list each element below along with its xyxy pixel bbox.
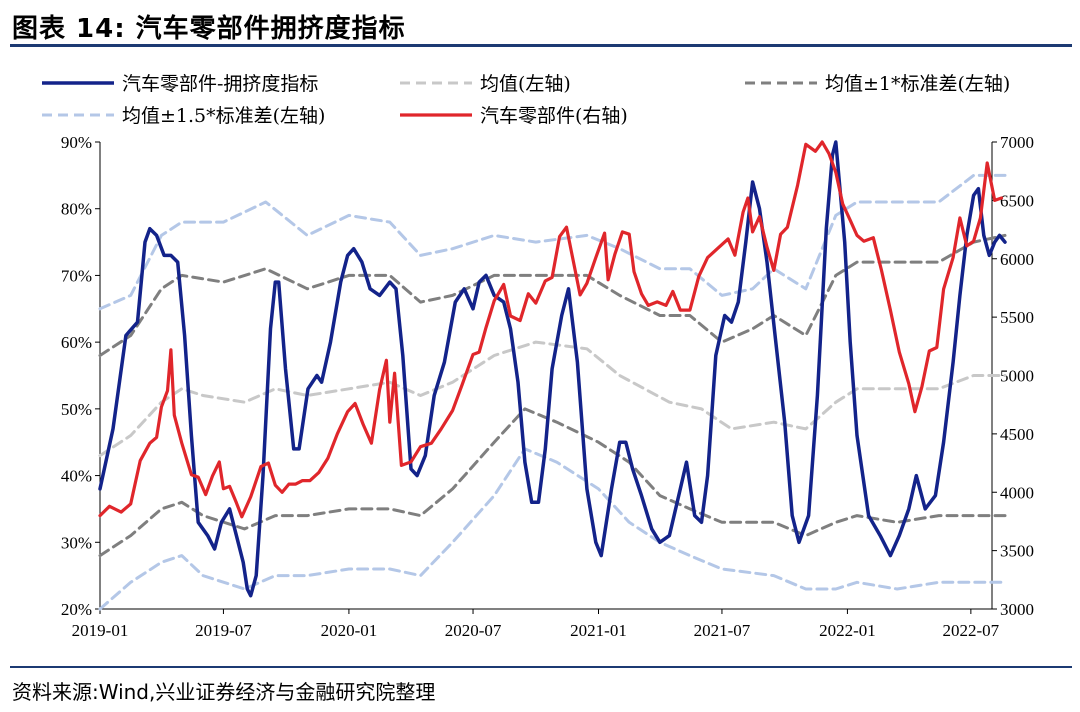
figure-title: 图表 14: 汽车零部件拥挤度指标: [12, 14, 406, 44]
series-line: [98, 140, 1004, 519]
right-tick-label: 6500: [1000, 191, 1034, 210]
x-tick-label: 2019-01: [72, 621, 129, 640]
right-tick-label: 4500: [1000, 425, 1034, 444]
x-tick-label: 2019-07: [195, 621, 252, 640]
right-tick-label: 5500: [1000, 308, 1034, 327]
left-tick-label: 40%: [61, 467, 92, 486]
series-line: [98, 173, 1007, 311]
title-rule: [10, 44, 1072, 47]
series-line: [98, 447, 1007, 611]
source-rule: [10, 666, 1072, 668]
series-line: [98, 407, 1007, 558]
x-tick-label: 2021-01: [570, 621, 627, 640]
legend-label: 汽车零部件-拥挤度指标: [122, 73, 318, 95]
right-tick-label: 3500: [1000, 542, 1034, 561]
left-tick-label: 70%: [61, 266, 92, 285]
left-tick-label: 90%: [61, 133, 92, 152]
right-tick-label: 3000: [1000, 600, 1034, 619]
x-tick-label: 2020-01: [321, 621, 378, 640]
x-tick-label: 2022-01: [819, 621, 876, 640]
legend-label: 均值±1.5*标准差(左轴): [122, 105, 325, 127]
right-tick-label: 7000: [1000, 133, 1034, 152]
legend-label: 汽车零部件(右轴): [480, 105, 628, 127]
legend-label: 均值(左轴): [480, 73, 571, 95]
x-tick-label: 2020-07: [445, 621, 502, 640]
left-tick-label: 20%: [61, 600, 92, 619]
right-tick-label: 4000: [1000, 483, 1034, 502]
x-tick-label: 2022-07: [943, 621, 1000, 640]
congestion-chart: 汽车零部件-拥挤度指标 均值(左轴) 均值±1*标准差(左轴) 均值±1.5*标准差(…: [42, 73, 1034, 640]
left-tick-label: 60%: [61, 333, 92, 352]
left-tick-label: 50%: [61, 400, 92, 419]
series-line: [98, 340, 1007, 458]
series-line: [98, 233, 1007, 357]
axes: 20% 30% 40% 50% 60% 70% 80% 90% 3000 3500 4000 4500…: [61, 133, 1034, 640]
right-tick-label: 5000: [1000, 367, 1034, 386]
source-note: 资料来源:Wind,兴业证券经济与金融研究院整理: [12, 680, 436, 704]
legend: 汽车零部件-拥挤度指标 均值(左轴) 均值±1*标准差(左轴) 均值±1.5*标准差(…: [42, 73, 1010, 127]
series-lines: [98, 140, 1007, 611]
legend-label: 均值±1*标准差(左轴): [825, 73, 1010, 95]
left-tick-label: 30%: [61, 533, 92, 552]
series-line: [98, 140, 1007, 598]
x-tick-label: 2021-07: [694, 621, 751, 640]
right-tick-label: 6000: [1000, 250, 1034, 269]
left-tick-label: 80%: [61, 200, 92, 219]
